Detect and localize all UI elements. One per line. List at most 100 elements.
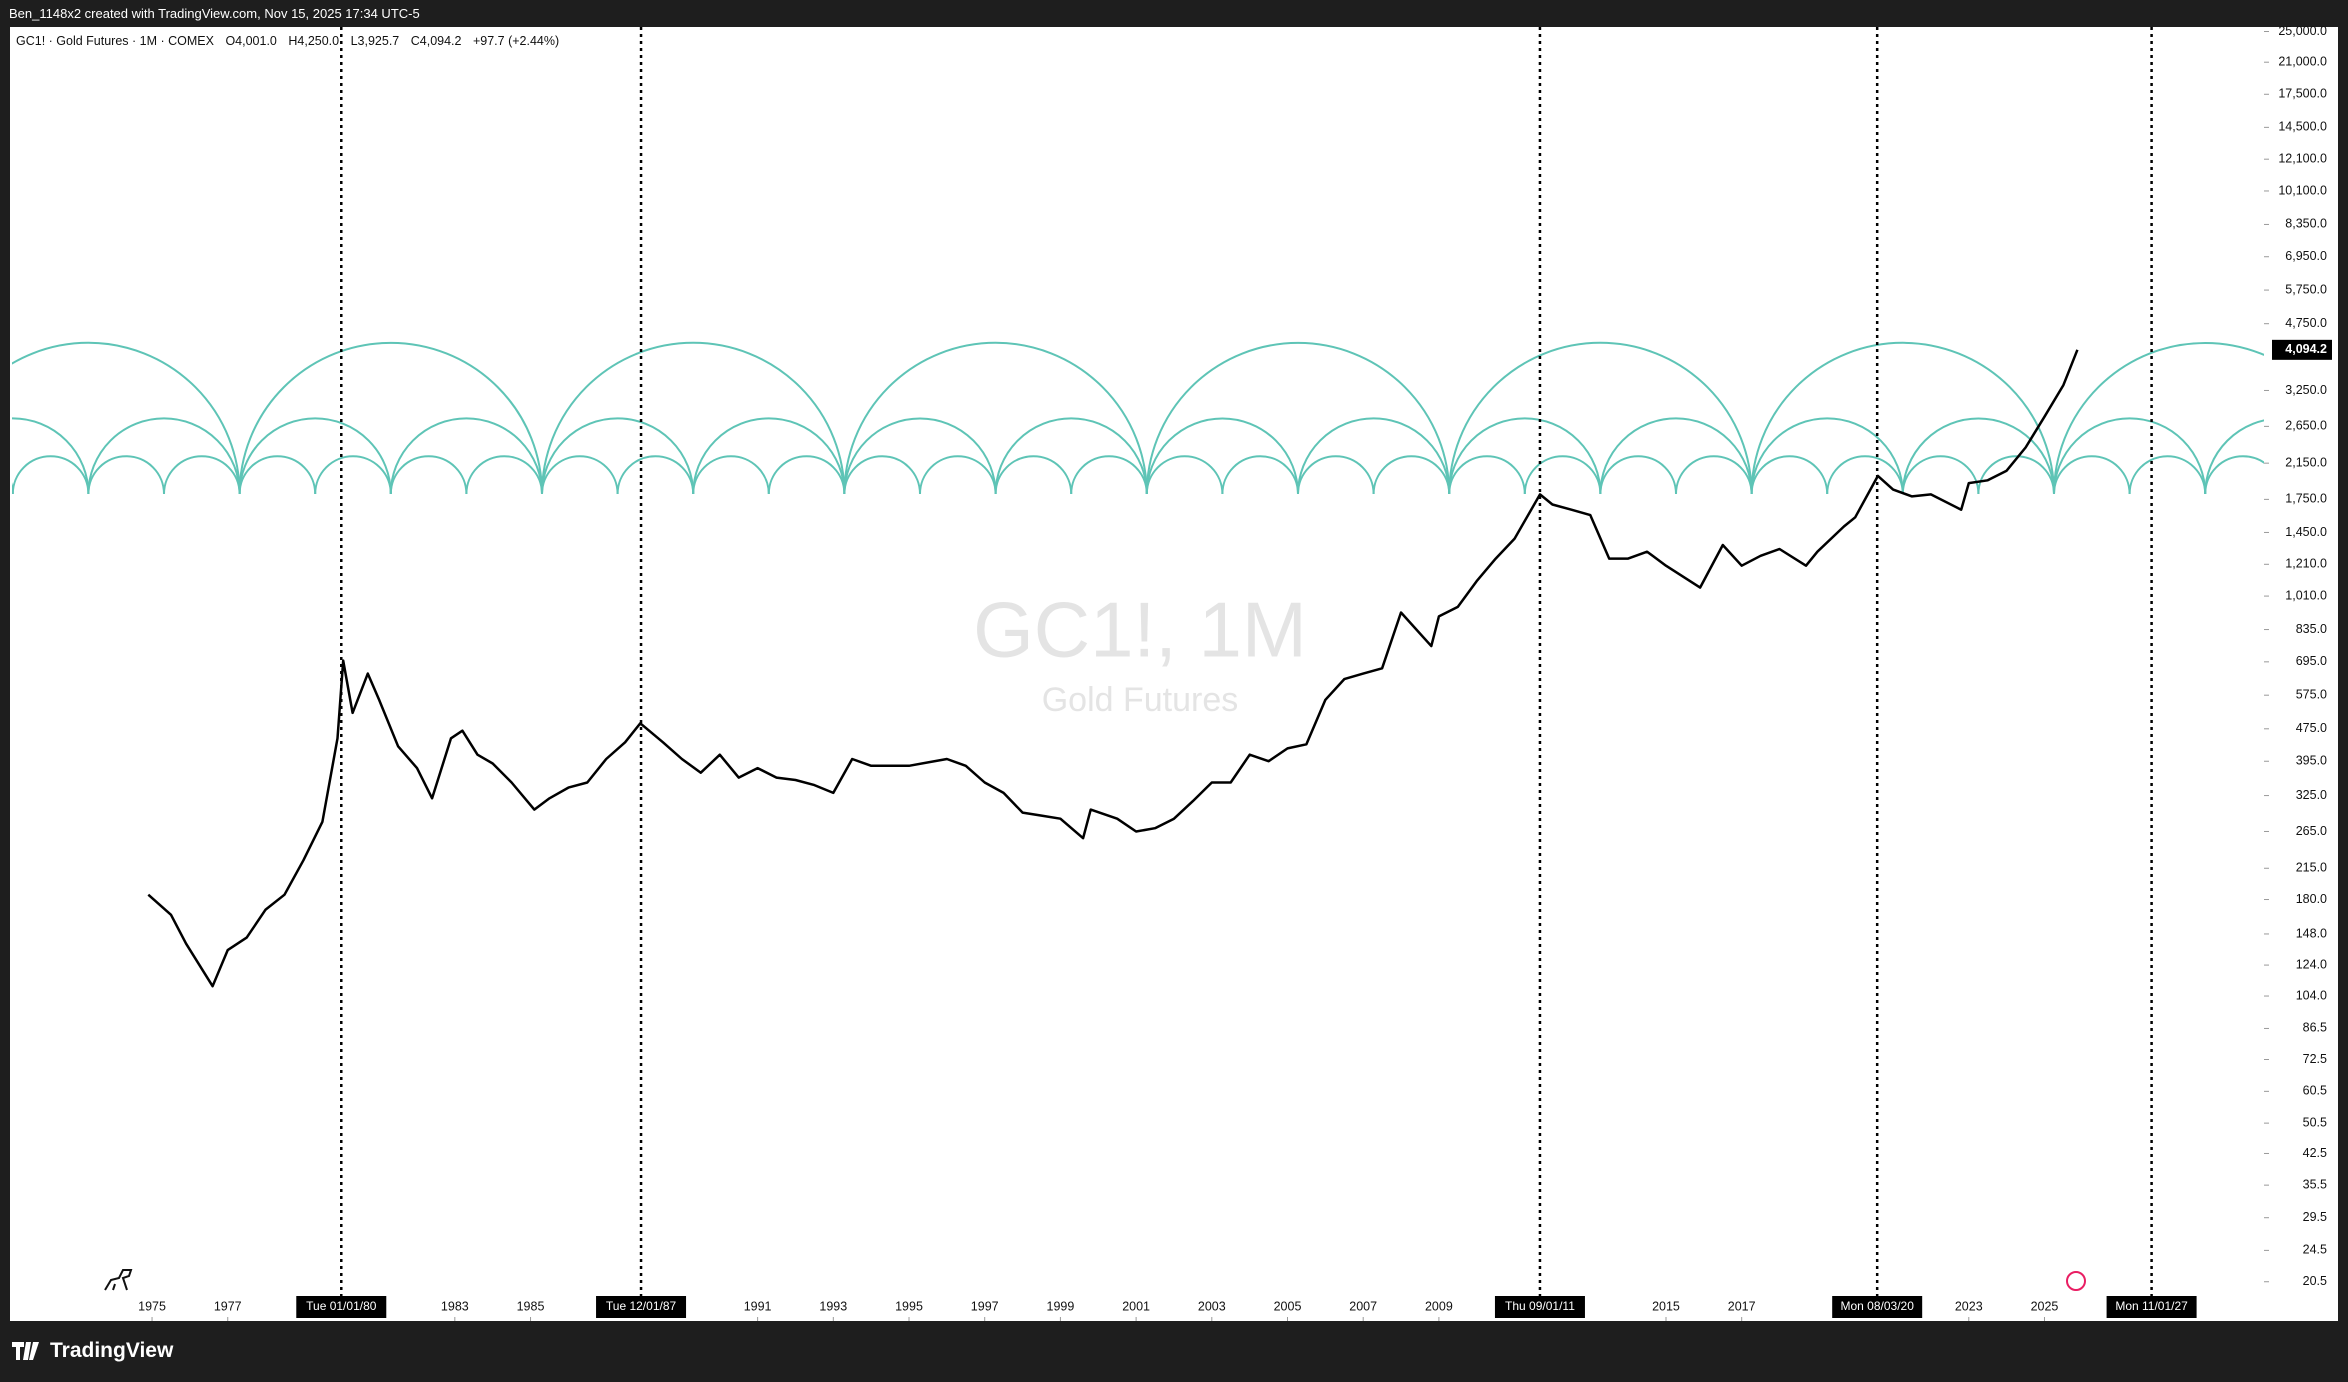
marker-label: Mon 08/03/20: [1840, 1299, 1914, 1313]
cycle-arc: [994, 417, 1148, 495]
cycle-arc: [1448, 455, 1526, 495]
cycle-arc: [994, 455, 1073, 495]
y-tick-label: 395.0: [2296, 754, 2327, 768]
legend-high: H4,250.0: [288, 34, 340, 48]
marker-label-bg: [1832, 1296, 1923, 1318]
marker-label: Tue 01/01/80: [306, 1299, 377, 1313]
marker-label: Mon 11/01/27: [2115, 1299, 2188, 1313]
cycle-arc: [1297, 417, 1451, 495]
watermark-subtitle: Gold Futures: [1042, 681, 1239, 719]
legend-symbol: GC1! · Gold Futures · 1M · COMEX: [16, 34, 214, 48]
y-tick-label: 14,500.0: [2278, 120, 2327, 134]
cycle-arc: [1826, 455, 1904, 495]
cycle-arc: [2204, 419, 2264, 495]
x-tick-label: 2001: [1122, 1299, 1150, 1313]
x-tick-label: 1977: [214, 1299, 242, 1313]
y-tick-label: 17,500.0: [2278, 87, 2327, 101]
cycle-arc: [2204, 455, 2264, 495]
x-tick-label: 1995: [895, 1299, 923, 1313]
cycle-arc: [1901, 455, 1980, 495]
y-tick-label: 86.5: [2303, 1021, 2327, 1035]
cycle-arc: [1901, 417, 2055, 495]
cycle-arc: [1221, 455, 1299, 495]
x-tick-label: 1975: [138, 1299, 166, 1313]
cycle-arc: [87, 455, 165, 495]
marker-label-bg: [2106, 1296, 2197, 1318]
cycle-arc: [843, 341, 1148, 495]
brand-logo: [12, 1342, 39, 1360]
y-tick-label: 3,250.0: [2285, 383, 2327, 397]
x-tick-label: 2015: [1652, 1299, 1680, 1313]
y-tick-label: 104.0: [2296, 988, 2327, 1002]
y-tick-label: 148.0: [2296, 926, 2327, 940]
cycle-arc: [1675, 455, 1753, 495]
x-tick-label: 1983: [441, 1299, 469, 1313]
y-tick-label: 25,000.0: [2278, 24, 2327, 38]
cycle-arc: [541, 455, 619, 495]
cycle-arc: [12, 417, 90, 495]
y-tick-label: 325.0: [2296, 788, 2327, 802]
x-tick-label: 2017: [1728, 1299, 1756, 1313]
marker-label-bg: [296, 1296, 387, 1318]
y-tick-label: 575.0: [2296, 687, 2327, 701]
x-tick-label: 2007: [1349, 1299, 1377, 1313]
cycle-arc: [1145, 341, 1451, 495]
y-tick-label: 35.5: [2303, 1177, 2327, 1191]
legend-open: O4,001.0: [225, 34, 277, 48]
cycle-arc: [238, 417, 392, 495]
legend-low: L3,925.7: [350, 34, 400, 48]
x-tick-label: 1997: [971, 1299, 999, 1313]
marker-label: Thu 09/01/11: [1505, 1299, 1575, 1313]
dino-icon: [104, 1269, 133, 1291]
y-tick-label: 215.0: [2296, 861, 2327, 875]
cycle-arc: [87, 417, 241, 495]
y-tick-label: 4,750.0: [2285, 316, 2327, 330]
legend-change: +97.7 (+2.44%): [472, 34, 560, 48]
cycle-arc: [465, 455, 543, 495]
marker-label-bg: [1494, 1296, 1585, 1318]
y-tick-label: 1,010.0: [2285, 588, 2327, 602]
y-tick-label: 5,750.0: [2285, 282, 2327, 296]
x-tick-label: 2005: [1274, 1299, 1302, 1313]
cycle-arc: [238, 455, 317, 495]
cycle-arc: [1599, 417, 1753, 495]
legend: GC1! · Gold Futures · 1M · COMEX O4,001.…: [16, 34, 567, 48]
y-tick-label: 21,000.0: [2278, 54, 2327, 68]
cycle-arc: [1977, 455, 2055, 495]
cycle-arc: [767, 455, 846, 495]
y-tick-label: 1,450.0: [2285, 525, 2327, 539]
cycle-arc: [541, 341, 846, 495]
cycle-arc: [1145, 417, 1299, 495]
x-tick-label: 2023: [1955, 1299, 1983, 1313]
y-tick-label: 695.0: [2296, 654, 2327, 668]
y-tick-label: 1,750.0: [2285, 492, 2327, 506]
cycle-arc: [843, 455, 921, 495]
x-tick-label: 2025: [2031, 1299, 2059, 1313]
price-label-bg: [2272, 339, 2332, 360]
cycle-arc: [163, 455, 241, 495]
cycle-arc: [1750, 417, 1904, 495]
alert-icon: [2066, 1271, 2086, 1291]
cycle-arc: [616, 455, 695, 495]
cycle-arc: [1145, 455, 1224, 495]
y-tick-label: 72.5: [2303, 1052, 2327, 1066]
price-label: 4,094.2: [2285, 342, 2327, 356]
cycle-arc: [1750, 341, 2055, 495]
x-tick-label: 1985: [517, 1299, 545, 1313]
y-tick-label: 475.0: [2296, 721, 2327, 735]
cycle-arc: [2128, 455, 2207, 495]
cycle-arc: [843, 417, 997, 495]
cycle-arc: [12, 341, 241, 495]
footer: TradingView: [12, 1339, 173, 1363]
price-line: [147, 349, 2079, 988]
cycle-arc: [389, 455, 468, 495]
marker-label-bg: [596, 1296, 687, 1318]
y-tick-label: 835.0: [2296, 622, 2327, 636]
cycle-arc: [238, 341, 543, 495]
cycle-arc: [1523, 455, 1602, 495]
cycle-arc: [1448, 341, 1753, 495]
cycle-arc: [692, 455, 770, 495]
y-tick-label: 2,150.0: [2285, 455, 2327, 469]
